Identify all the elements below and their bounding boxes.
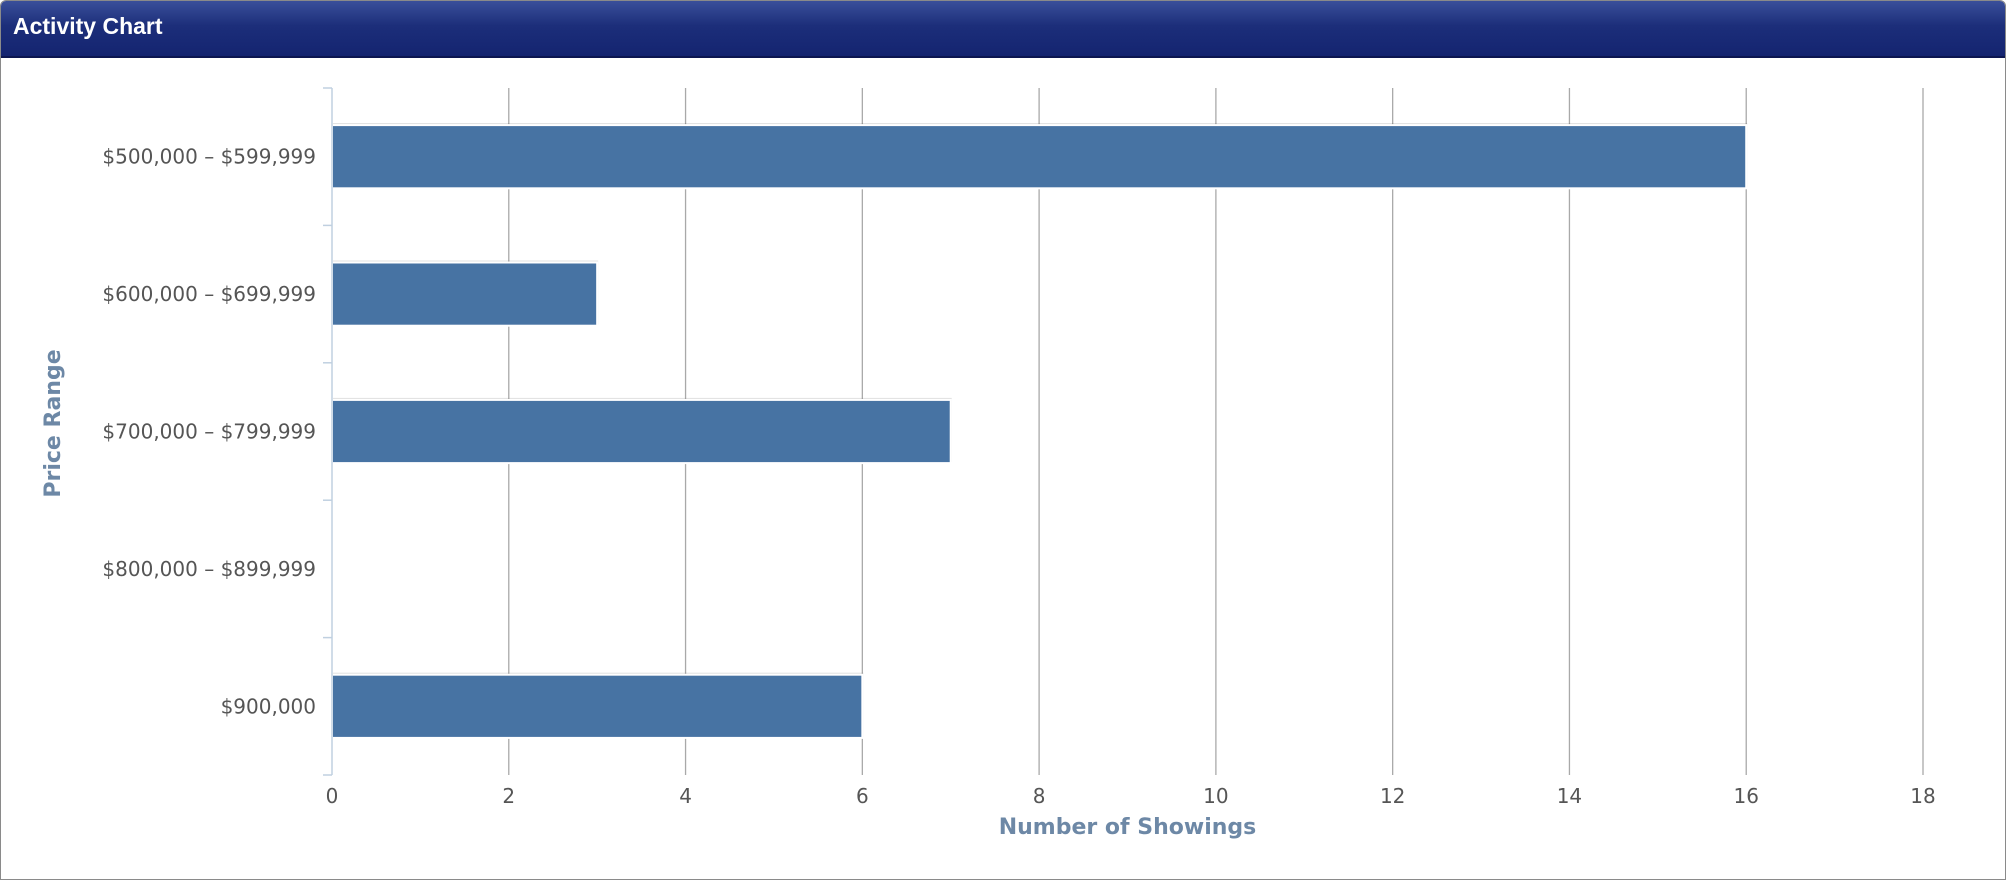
chart-labels: 0 2 4 6 8 10 12 14 16 18 $500,000 – $599,999 $600,0… [102,145,1935,808]
x-tick-label: 10 [1203,784,1228,808]
x-tick-label: 6 [856,784,869,808]
x-tick-label: 12 [1380,784,1405,808]
x-tick-label: 4 [679,784,692,808]
bar [331,673,864,739]
x-tick-label: 2 [502,784,515,808]
x-axis-title: Number of Showings [999,815,1257,840]
bar [331,124,1748,190]
x-tick-label: 16 [1733,784,1758,808]
chart-axes [323,87,333,776]
bar [331,261,599,327]
y-tick-label: $900,000 [221,694,316,718]
y-tick-label: $800,000 – $899,999 [102,557,316,581]
x-tick-label: 0 [326,784,339,808]
y-tick-label: $500,000 – $599,999 [102,145,316,169]
panel-header: Activity Chart [1,1,2005,58]
panel-title: Activity Chart [13,13,163,39]
x-tick-label: 18 [1910,784,1935,808]
y-axis-title: Price Range [41,349,66,497]
y-tick-label: $700,000 – $799,999 [102,420,316,444]
x-tick-label: 14 [1557,784,1582,808]
bar [331,398,952,465]
x-tick-label: 8 [1033,784,1046,808]
chart-bars [331,123,1748,739]
y-tick-label: $600,000 – $699,999 [102,282,316,306]
